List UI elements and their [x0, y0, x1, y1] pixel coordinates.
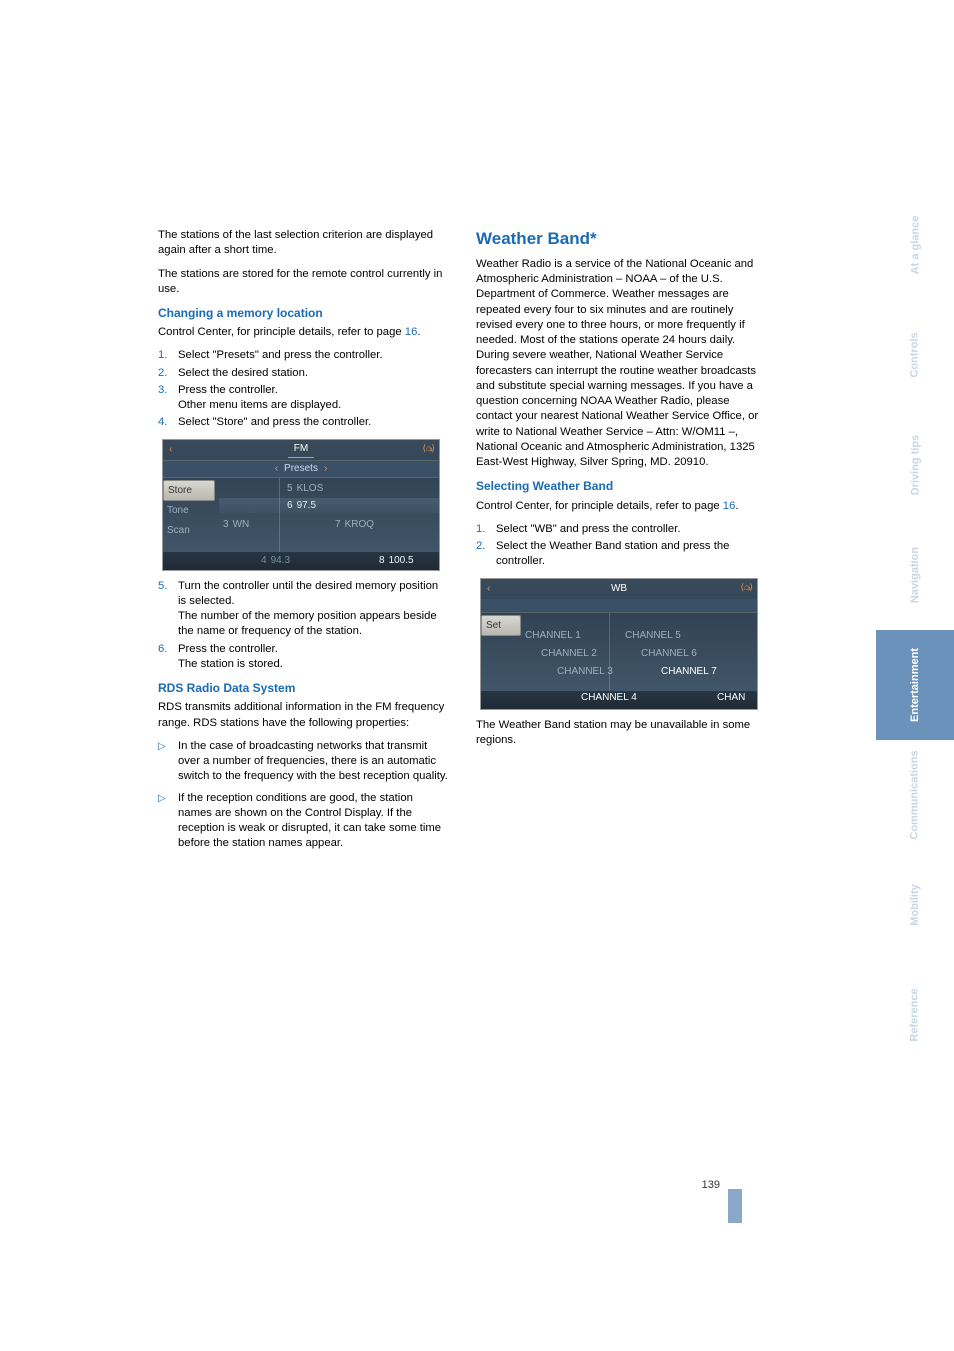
channel-label: CHANNEL 6: [641, 647, 697, 661]
tab-entertainment[interactable]: Entertainment: [876, 630, 954, 740]
side-tabs: At a glance Controls Driving tips Naviga…: [876, 190, 954, 1070]
step-text: Press the controller.The station is stor…: [178, 642, 448, 673]
channel-label: CHANNEL 2: [541, 647, 597, 661]
step-text: Select "Presets" and press the controlle…: [178, 348, 448, 363]
page-number: 139: [460, 1179, 720, 1191]
bullet-text: If the reception conditions are good, th…: [178, 791, 448, 852]
step-number: 2.: [158, 366, 178, 381]
channel-label: CHANNEL 5: [625, 629, 681, 643]
nav-right-icon: ›: [324, 462, 327, 476]
step-number: 1.: [158, 348, 178, 363]
menu-scan: Scan: [163, 521, 215, 541]
menu-store: Store: [163, 480, 215, 502]
paragraph: RDS transmits additional information in …: [158, 700, 448, 731]
paragraph: Control Center, for principle details, r…: [158, 325, 448, 340]
bullet-icon: ▷: [158, 739, 178, 785]
tab-communications[interactable]: Communications: [876, 740, 954, 850]
presets-label: Presets: [284, 462, 318, 476]
step-text: Select the Weather Band station and pres…: [496, 539, 766, 570]
menu-tone: Tone: [163, 501, 215, 521]
channel-label: CHAN: [717, 691, 745, 705]
home-icon: ⟨⌂⟩: [741, 581, 753, 593]
page-ref-link[interactable]: 16: [723, 500, 736, 512]
nav-left-icon: ‹: [487, 582, 490, 596]
paragraph: Weather Radio is a service of the Nation…: [476, 257, 766, 471]
heading-changing-memory: Changing a memory location: [158, 305, 448, 321]
heading-weather-band: Weather Band*: [476, 228, 766, 251]
channel-label: CHANNEL 4: [581, 691, 637, 705]
bullet-icon: ▷: [158, 791, 178, 852]
tab-controls[interactable]: Controls: [876, 300, 954, 410]
heading-selecting-wb: Selecting Weather Band: [476, 478, 766, 494]
step-number: 2.: [476, 539, 496, 570]
tab-reference[interactable]: Reference: [876, 960, 954, 1070]
tab-at-a-glance[interactable]: At a glance: [876, 190, 954, 300]
step-text: Select "WB" and press the controller.: [496, 522, 766, 537]
tab-navigation[interactable]: Navigation: [876, 520, 954, 630]
paragraph: The Weather Band station may be unavaila…: [476, 718, 766, 749]
paragraph: The stations are stored for the remote c…: [158, 267, 448, 298]
step-number: 4.: [158, 415, 178, 430]
tab-mobility[interactable]: Mobility: [876, 850, 954, 960]
tab-driving-tips[interactable]: Driving tips: [876, 410, 954, 520]
channel-label: CHANNEL 1: [525, 629, 581, 643]
nav-left-icon: ‹: [169, 443, 172, 457]
fm-presets-screenshot: ‹ FM › ⟨⌂⟩ ‹ Presets › Store Tone Scan 5…: [162, 439, 440, 571]
paragraph: The stations of the last selection crite…: [158, 228, 448, 259]
page-ref-link[interactable]: 16: [405, 326, 418, 338]
step-text: Select "Store" and press the controller.: [178, 415, 448, 430]
nav-left-icon: ‹: [275, 462, 278, 476]
radio-band-label: WB: [611, 582, 627, 596]
page-marker: [728, 1189, 742, 1223]
channel-label: CHANNEL 7: [661, 665, 717, 679]
step-number: 3.: [158, 383, 178, 414]
channel-label: CHANNEL 3: [557, 665, 613, 679]
heading-rds: RDS Radio Data System: [158, 680, 448, 696]
step-number: 1.: [476, 522, 496, 537]
paragraph: Control Center, for principle details, r…: [476, 499, 766, 514]
wb-channels-screenshot: ‹ WB › ⟨⌂⟩ Set CHANNEL 1 CHANNEL 5 CHANN…: [480, 578, 758, 710]
step-number: 6.: [158, 642, 178, 673]
step-text: Select the desired station.: [178, 366, 448, 381]
step-number: 5.: [158, 579, 178, 640]
home-icon: ⟨⌂⟩: [423, 442, 435, 454]
menu-set: Set: [481, 615, 521, 637]
radio-band-label: FM: [288, 441, 314, 458]
bullet-text: In the case of broadcasting networks tha…: [178, 739, 448, 785]
step-text: Press the controller.Other menu items ar…: [178, 383, 448, 414]
step-text: Turn the controller until the desired me…: [178, 579, 448, 640]
